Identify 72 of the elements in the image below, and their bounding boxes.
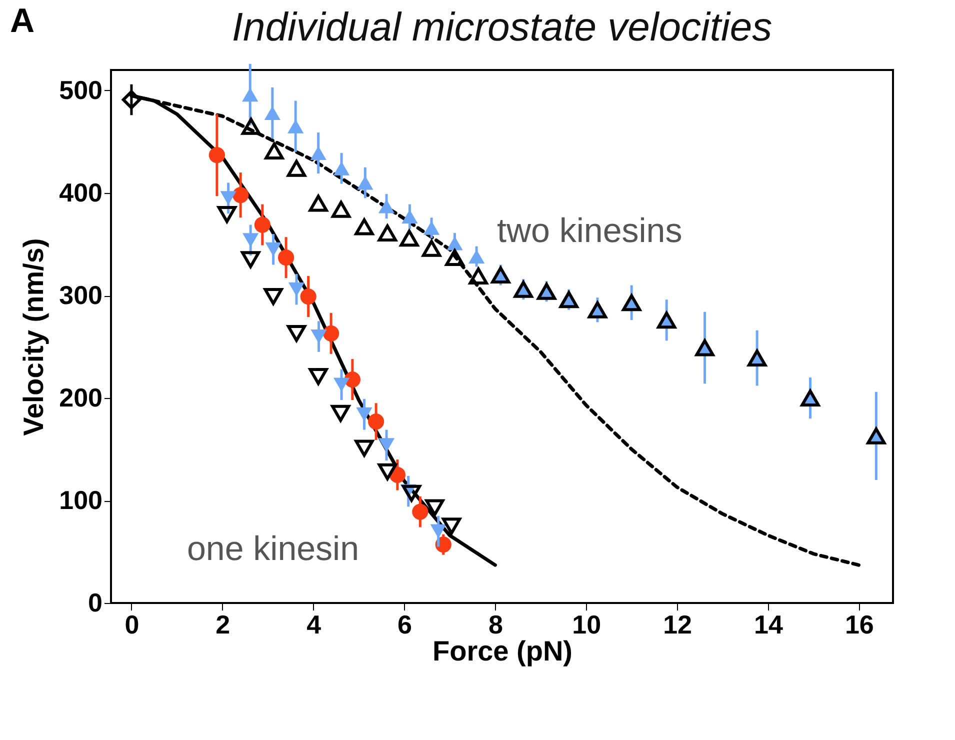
point bbox=[322, 325, 340, 342]
point bbox=[278, 250, 294, 266]
point bbox=[378, 463, 397, 480]
point bbox=[368, 414, 384, 430]
point bbox=[435, 536, 452, 553]
point bbox=[122, 90, 142, 110]
point bbox=[264, 288, 283, 306]
annotation: one kinesin bbox=[187, 530, 360, 569]
point bbox=[286, 324, 306, 342]
point bbox=[232, 187, 249, 204]
point bbox=[308, 194, 328, 212]
point bbox=[400, 230, 419, 247]
point bbox=[241, 251, 260, 268]
point bbox=[442, 518, 462, 535]
point bbox=[446, 236, 463, 250]
y-tick-label: 100 bbox=[59, 485, 102, 515]
point bbox=[402, 484, 422, 502]
point bbox=[378, 438, 395, 452]
point bbox=[425, 499, 444, 516]
point bbox=[331, 404, 350, 422]
point bbox=[430, 524, 446, 538]
x-tick-label: 6 bbox=[398, 610, 412, 640]
x-tick-label: 10 bbox=[572, 610, 602, 640]
point bbox=[402, 210, 418, 224]
y-tick-label: 200 bbox=[59, 382, 102, 412]
x-tick-label: 16 bbox=[844, 610, 874, 640]
point bbox=[378, 199, 395, 214]
point bbox=[344, 372, 360, 388]
chart-title: Individual microstate velocities bbox=[232, 6, 772, 50]
point bbox=[264, 106, 280, 120]
point bbox=[264, 142, 284, 160]
point bbox=[286, 160, 306, 177]
point bbox=[288, 282, 305, 296]
point bbox=[208, 147, 225, 164]
text: A bbox=[10, 2, 35, 41]
point bbox=[333, 161, 350, 176]
y-tick-label: 0 bbox=[88, 588, 102, 618]
point bbox=[412, 504, 428, 520]
point bbox=[220, 191, 236, 206]
annotation: two kinesins bbox=[497, 212, 682, 251]
point bbox=[242, 88, 258, 102]
y-tick-label: 500 bbox=[59, 75, 102, 105]
point bbox=[308, 368, 328, 385]
point bbox=[300, 288, 316, 305]
point bbox=[378, 224, 397, 242]
x-tick-label: 4 bbox=[306, 610, 322, 640]
y-axis-title: Velocity (nm/s) bbox=[18, 238, 50, 436]
x-tick-label: 2 bbox=[216, 610, 230, 640]
x-tick-label: 0 bbox=[124, 610, 140, 640]
point bbox=[354, 218, 374, 236]
point bbox=[422, 240, 442, 257]
point bbox=[217, 206, 236, 224]
point bbox=[357, 176, 374, 190]
point bbox=[241, 118, 261, 135]
point bbox=[254, 216, 270, 233]
point bbox=[265, 242, 282, 256]
point bbox=[445, 249, 464, 266]
point bbox=[354, 440, 374, 457]
point bbox=[310, 330, 327, 344]
point bbox=[468, 268, 488, 285]
point bbox=[468, 250, 485, 264]
point bbox=[423, 220, 440, 235]
point bbox=[331, 200, 351, 218]
x-tick-label: 12 bbox=[663, 610, 692, 640]
point bbox=[333, 378, 350, 392]
point bbox=[356, 407, 372, 422]
y-tick-label: 300 bbox=[59, 280, 102, 310]
point bbox=[288, 119, 304, 134]
x-tick-label: 14 bbox=[754, 610, 784, 640]
point bbox=[310, 146, 326, 160]
point bbox=[242, 233, 259, 248]
y-tick-label: 400 bbox=[59, 178, 102, 208]
